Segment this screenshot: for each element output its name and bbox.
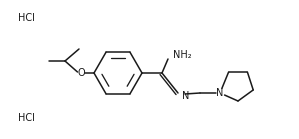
Text: O: O	[77, 68, 85, 78]
Text: N: N	[182, 91, 189, 101]
Text: HCl: HCl	[18, 13, 35, 23]
Text: NH₂: NH₂	[173, 50, 192, 60]
Text: HCl: HCl	[18, 113, 35, 123]
Text: N: N	[216, 88, 224, 98]
